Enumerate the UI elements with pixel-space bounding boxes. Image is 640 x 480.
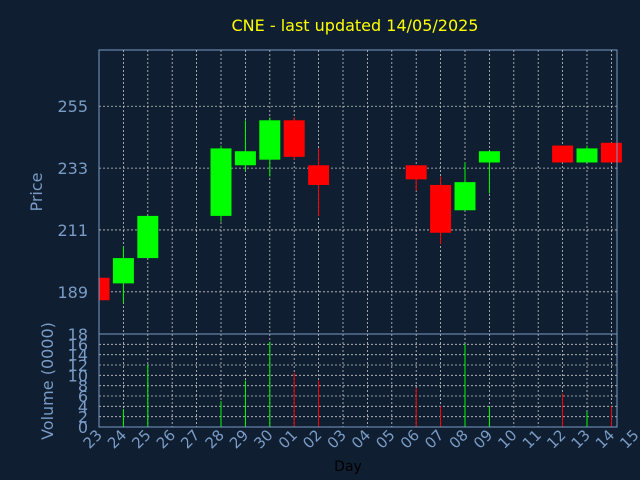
candle-body [600, 142, 622, 163]
candle-body [576, 148, 598, 163]
volume-tick-label: 16 [68, 335, 88, 354]
candle [308, 148, 330, 216]
x-tick-label: 06 [397, 426, 423, 452]
x-tick-label: 24 [104, 426, 130, 452]
volume-grid [99, 333, 617, 428]
x-tick-label: 08 [446, 426, 472, 452]
candle-body [283, 120, 305, 157]
candle [552, 145, 574, 163]
candle [430, 176, 452, 245]
candle-body [234, 151, 256, 166]
x-tick-label: 25 [128, 426, 154, 452]
candle [405, 165, 427, 191]
volume-tick-label: 4 [78, 397, 88, 416]
x-tick-label: 03 [324, 426, 350, 452]
price-tick-labels: 255 233 211 189 [57, 97, 88, 302]
volume-bars [122, 341, 612, 427]
volume-tick-label: 14 [68, 346, 88, 365]
x-tick-label: 27 [177, 426, 203, 452]
candle [137, 215, 159, 259]
candle-body [112, 258, 134, 284]
candle-body [259, 120, 281, 160]
x-tick-label: 26 [153, 426, 179, 452]
x-tick-label: 04 [348, 426, 374, 452]
candle-body [308, 165, 330, 185]
price-tick-label: 233 [57, 159, 88, 178]
volume-tick-label: 18 [68, 325, 88, 344]
x-tick-labels: 2324252627282930010203040506070809101112… [80, 426, 640, 452]
candle [98, 277, 110, 301]
candle-body [430, 184, 452, 233]
x-tick-label: 13 [568, 426, 594, 452]
volume-tick-label: 10 [68, 366, 88, 385]
candle-body [137, 215, 159, 259]
volume-axis-label: Volume (0000) [38, 322, 57, 440]
x-tick-label: 28 [202, 426, 228, 452]
candle [112, 246, 134, 304]
candles [98, 117, 622, 304]
candle [454, 162, 476, 211]
price-tick-label: 189 [57, 283, 88, 302]
candle [283, 117, 305, 160]
x-tick-label: 07 [421, 426, 447, 452]
candle-body [99, 277, 110, 301]
price-plot-frame [98, 49, 618, 335]
candle-body [454, 182, 476, 211]
candle [600, 142, 622, 163]
x-tick-label: 05 [372, 426, 398, 452]
x-tick-label: 15 [616, 426, 640, 452]
x-tick-label: 09 [470, 426, 496, 452]
x-tick-label: 01 [275, 426, 301, 452]
volume-tick-label: 2 [78, 408, 88, 427]
candle-body [552, 145, 574, 163]
volume-tick-label: 0 [78, 418, 88, 437]
candle [576, 145, 598, 163]
volume-tick-label: 6 [78, 387, 88, 406]
candle [259, 117, 281, 177]
x-tick-label: 10 [494, 426, 520, 452]
candle-body [405, 165, 427, 180]
x-tick-label: 02 [299, 426, 325, 452]
price-tick-label: 211 [57, 221, 88, 240]
candle [478, 151, 500, 194]
candle-body [478, 151, 500, 163]
candle-body [210, 148, 232, 216]
price-axis-label: Price [27, 172, 46, 211]
x-tick-label: 29 [226, 426, 252, 452]
x-axis-label: Day [334, 459, 362, 475]
volume-tick-label: 8 [78, 377, 88, 396]
x-tick-label: 14 [592, 426, 618, 452]
volume-plot-frame [98, 333, 618, 428]
volume-tick-label: 12 [68, 356, 88, 375]
x-tick-label: 11 [519, 426, 545, 452]
candle [210, 145, 232, 222]
chart-title: CNE - last updated 14/05/2025 [232, 16, 479, 35]
x-tick-label: 12 [543, 426, 569, 452]
price-grid [99, 50, 617, 334]
x-tick-label: 30 [250, 426, 276, 452]
candle [234, 120, 256, 171]
price-tick-label: 255 [57, 97, 88, 116]
